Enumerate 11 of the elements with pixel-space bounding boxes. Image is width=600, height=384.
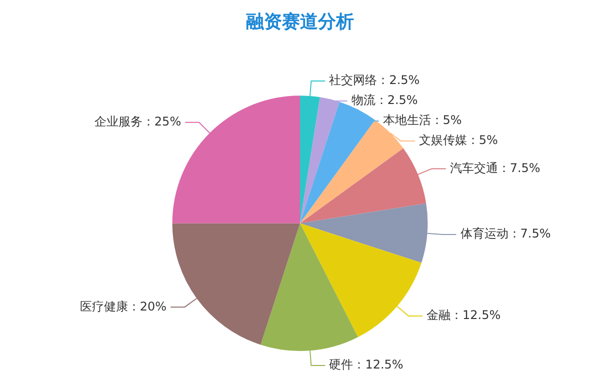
- slice-label: 汽车交通：7.5%: [450, 160, 540, 175]
- slice-label: 医疗健康：20%: [80, 299, 167, 314]
- chart-title: 融资赛道分析: [246, 11, 354, 32]
- slice-label: 硬件：12.5%: [329, 358, 404, 372]
- slice-label: 体育运动：7.5%: [460, 226, 551, 241]
- slice-label: 金融：12.5%: [426, 308, 501, 322]
- slice-label: 文娱传媒：5%: [418, 133, 498, 148]
- slice-label: 物流：2.5%: [351, 93, 418, 108]
- slice-label: 社交网络：2.5%: [329, 73, 420, 88]
- slice-label: 企业服务：25%: [94, 114, 182, 129]
- slice-label: 本地生活：5%: [382, 113, 462, 128]
